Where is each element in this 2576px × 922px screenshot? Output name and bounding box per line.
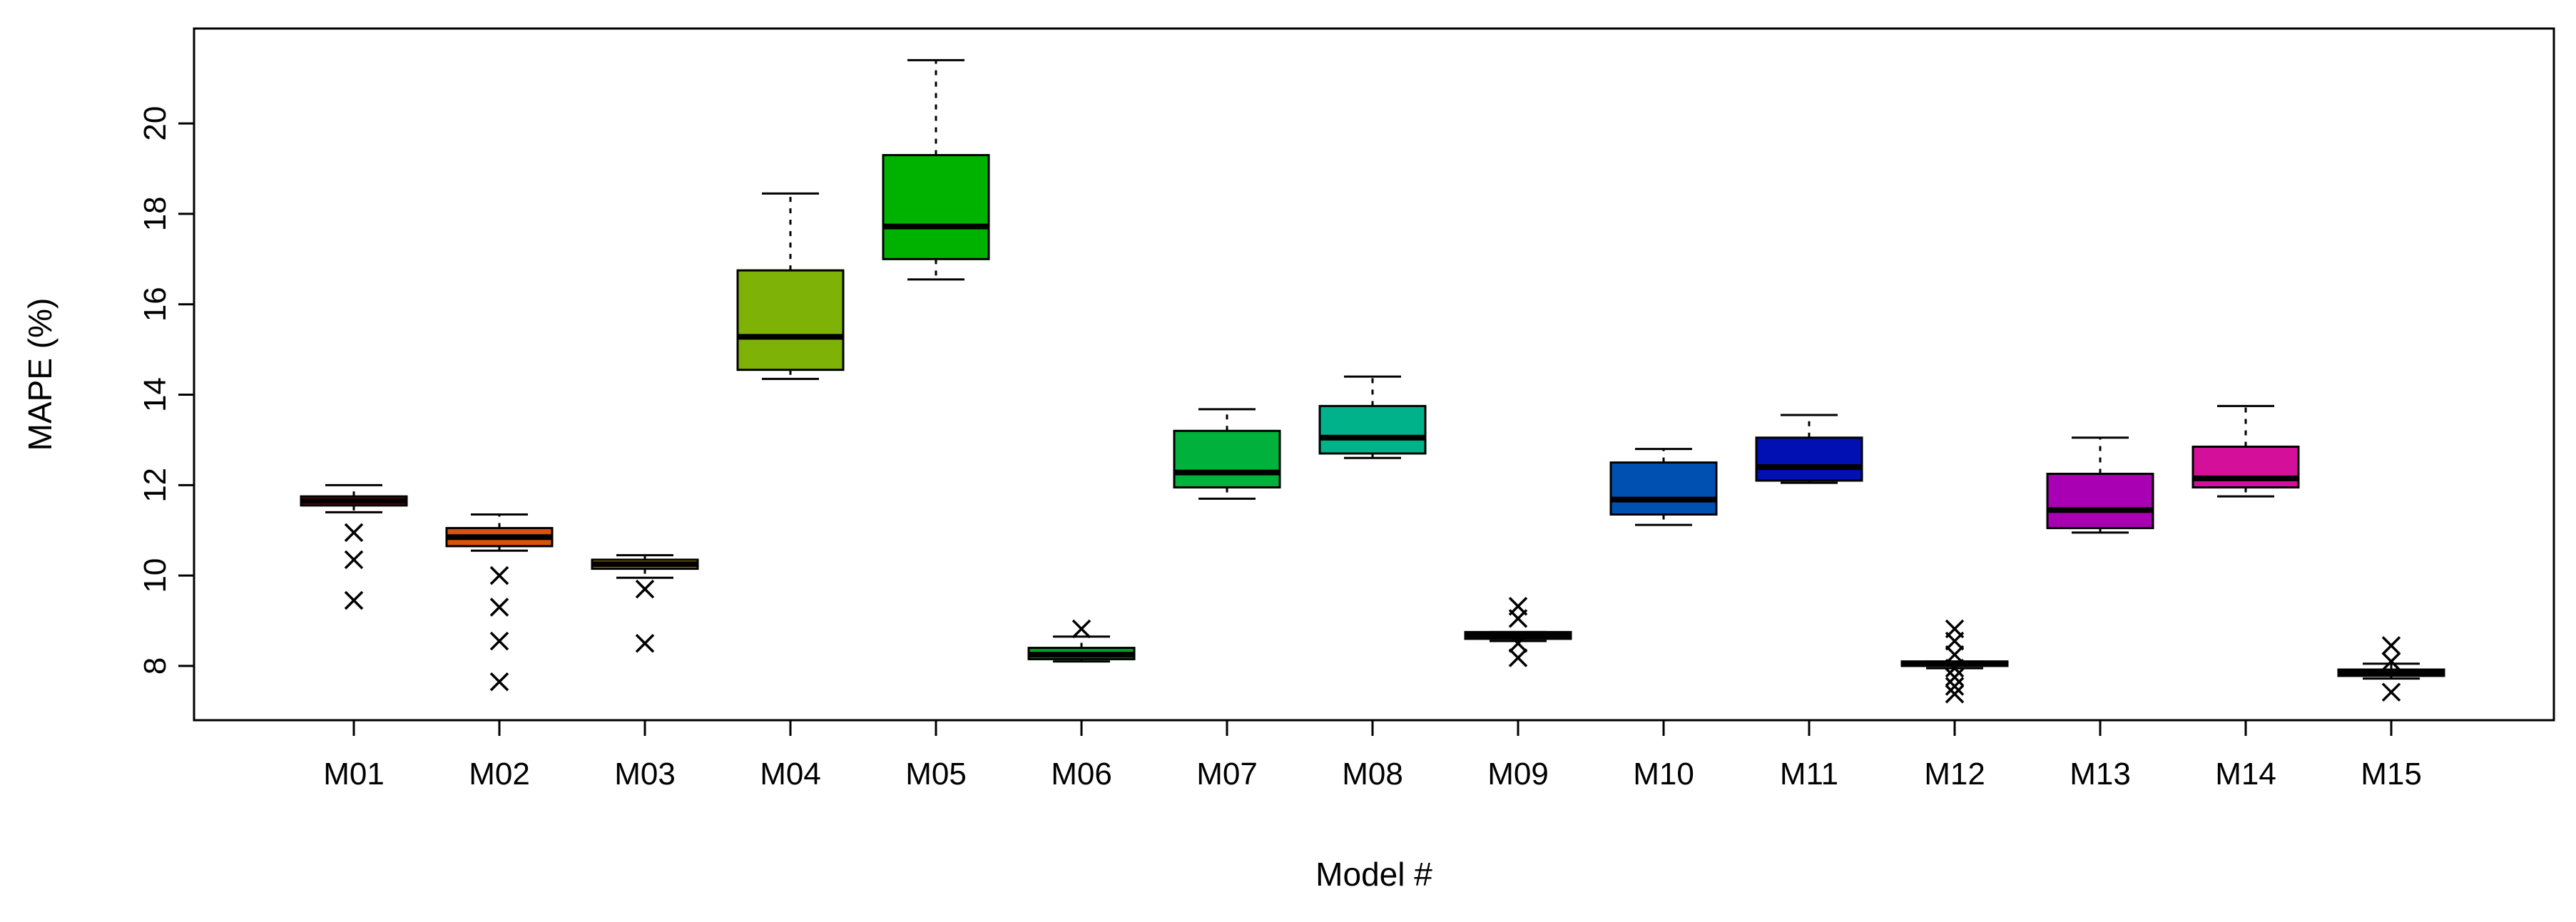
outlier-stroke-b bbox=[489, 565, 509, 585]
outlier-stroke-b bbox=[635, 633, 655, 653]
outlier-stroke-b bbox=[344, 550, 364, 570]
outlier-M09-1 bbox=[1508, 609, 1528, 628]
x-tick-label-M03: M03 bbox=[614, 757, 676, 792]
x-tick-label-M14: M14 bbox=[2215, 757, 2276, 792]
x-tick-label-M15: M15 bbox=[2361, 757, 2422, 792]
outlier-M15-0 bbox=[2381, 636, 2401, 655]
outlier-M01-1 bbox=[344, 550, 364, 570]
outlier-stroke-b bbox=[344, 523, 364, 543]
outlier-stroke-b bbox=[2381, 636, 2401, 655]
y-axis: 8 10 12 14 16 18 20 bbox=[138, 106, 194, 675]
outlier-M02-0 bbox=[489, 565, 509, 585]
box-M12 bbox=[1900, 619, 2009, 704]
y-tick-label-18: 18 bbox=[138, 196, 173, 231]
x-tick-label-M01: M01 bbox=[323, 757, 385, 792]
box-body-M08 bbox=[1318, 404, 1427, 455]
outlier-M03-0 bbox=[635, 579, 655, 599]
x-tick-label-M05: M05 bbox=[905, 757, 967, 792]
x-tick-label-M13: M13 bbox=[2070, 757, 2131, 792]
x-axis: M01 M02 M03 M04 M05 M06 M07 M08 M09 M10 M11 M12 M13 M… bbox=[323, 720, 2422, 792]
x-tick-label-M02: M02 bbox=[469, 757, 530, 792]
outlier-stroke-b bbox=[1508, 648, 1528, 667]
box-M03 bbox=[591, 554, 699, 653]
outlier-stroke-b bbox=[1945, 667, 1965, 687]
x-tick-label-M06: M06 bbox=[1051, 757, 1112, 792]
box-M07 bbox=[1173, 408, 1281, 500]
outlier-stroke-b bbox=[489, 631, 509, 651]
outlier-stroke-b bbox=[1508, 633, 1528, 653]
outlier-M01-2 bbox=[344, 590, 364, 610]
outlier-M03-1 bbox=[635, 633, 655, 653]
outlier-stroke-b bbox=[1508, 609, 1528, 628]
outlier-M15-1 bbox=[2381, 652, 2401, 671]
outlier-M02-2 bbox=[489, 631, 509, 651]
outlier-stroke-b bbox=[1945, 684, 1965, 704]
x-axis-title: Model # bbox=[1315, 856, 1432, 893]
outlier-stroke-b bbox=[344, 590, 364, 610]
outlier-M12-1 bbox=[1945, 631, 1965, 651]
outlier-M12-6 bbox=[1945, 684, 1965, 704]
box-M10 bbox=[1609, 448, 1718, 526]
box-body-M07 bbox=[1173, 429, 1281, 488]
outlier-stroke-b bbox=[1945, 645, 1965, 665]
outlier-stroke-b bbox=[1945, 658, 1965, 678]
y-tick-label-16: 16 bbox=[138, 287, 173, 322]
box-body-M13 bbox=[2046, 472, 2154, 530]
outlier-M12-2 bbox=[1945, 645, 1965, 665]
box-M02 bbox=[445, 513, 554, 692]
x-tick-label-M08: M08 bbox=[1342, 757, 1403, 792]
x-tick-label-M12: M12 bbox=[1924, 757, 1985, 792]
y-axis-title: MAPE (%) bbox=[21, 298, 58, 451]
outlier-M12-4 bbox=[1945, 667, 1965, 687]
outlier-M02-3 bbox=[489, 672, 509, 692]
box-M14 bbox=[2191, 404, 2300, 498]
x-tick-label-M07: M07 bbox=[1196, 757, 1258, 792]
outlier-M15-2 bbox=[2381, 682, 2401, 702]
plot-frame bbox=[193, 27, 2555, 722]
outlier-stroke-b bbox=[1071, 619, 1091, 639]
y-tick-label-14: 14 bbox=[138, 377, 173, 412]
box-body-M04 bbox=[736, 269, 845, 372]
x-tick-label-M09: M09 bbox=[1487, 757, 1549, 792]
box-M06 bbox=[1027, 619, 1136, 663]
outlier-M02-1 bbox=[489, 598, 509, 617]
box-M01 bbox=[300, 483, 408, 610]
y-tick-label-8: 8 bbox=[138, 657, 173, 675]
outlier-M12-3 bbox=[1945, 658, 1965, 678]
box-M11 bbox=[1755, 414, 1863, 484]
box-M05 bbox=[882, 58, 990, 281]
box-M09 bbox=[1464, 596, 1572, 667]
y-tick-label-10: 10 bbox=[138, 558, 173, 593]
outlier-stroke-b bbox=[635, 579, 655, 599]
outlier-stroke-b bbox=[1945, 631, 1965, 651]
outlier-stroke-b bbox=[489, 598, 509, 617]
y-tick-label-20: 20 bbox=[138, 106, 173, 141]
box-M13 bbox=[2046, 436, 2154, 534]
x-tick-label-M04: M04 bbox=[760, 757, 821, 792]
outlier-M12-5 bbox=[1945, 677, 1965, 696]
outlier-stroke-b bbox=[2381, 682, 2401, 702]
box-M08 bbox=[1318, 375, 1427, 459]
x-tick-label-M11: M11 bbox=[1780, 757, 1838, 792]
outlier-M06-0 bbox=[1071, 619, 1091, 639]
box-body-M05 bbox=[882, 154, 990, 260]
outlier-M09-3 bbox=[1508, 648, 1528, 667]
x-tick-label-M10: M10 bbox=[1633, 757, 1694, 792]
y-tick-label-12: 12 bbox=[138, 468, 173, 503]
box-body-M11 bbox=[1755, 436, 1863, 482]
box-M15 bbox=[2337, 636, 2445, 702]
boxes-layer bbox=[300, 58, 2445, 704]
box-body-M10 bbox=[1609, 461, 1718, 516]
box-M04 bbox=[736, 192, 845, 380]
box-body-M14 bbox=[2191, 445, 2300, 488]
outlier-stroke-b bbox=[489, 672, 509, 692]
outlier-stroke-b bbox=[2381, 652, 2401, 671]
outlier-M01-0 bbox=[344, 523, 364, 543]
outlier-M09-2 bbox=[1508, 633, 1528, 653]
outlier-stroke-b bbox=[1945, 677, 1965, 696]
